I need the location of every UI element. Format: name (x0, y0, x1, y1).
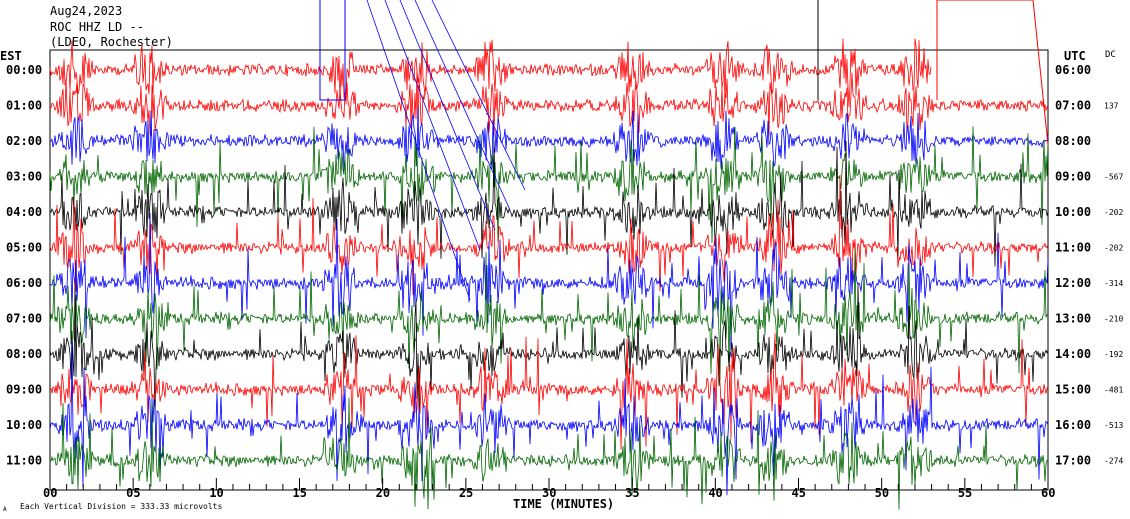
trace-line-0500 (49, 174, 1049, 296)
est-tick-label: 02:00 (6, 134, 42, 148)
dc-offset-label: 137 (1104, 102, 1119, 111)
trace-line-1100 (50, 397, 1049, 510)
est-tick-label: 05:00 (6, 241, 42, 255)
overlay-blue-line (399, 0, 496, 231)
trace-line-0100 (49, 70, 1049, 138)
dc-offset-label: -202 (1104, 244, 1123, 253)
utc-timezone-label: UTC (1064, 49, 1086, 63)
overlay-blue-line (366, 0, 471, 301)
overlay-blue-box (319, 0, 346, 101)
est-tick-label: 07:00 (6, 312, 42, 326)
dc-offset-label: -192 (1104, 350, 1123, 359)
date-label: Aug24,2023 (50, 4, 122, 18)
overlay-layer (319, 0, 1049, 301)
utc-tick-label: 06:00 (1055, 63, 1091, 77)
est-tick-label: 09:00 (6, 383, 42, 397)
est-tick-label: 10:00 (6, 418, 42, 432)
dc-offset-label: -210 (1104, 315, 1123, 324)
dc-header-label: DC (1105, 50, 1116, 60)
dc-offset-label: -274 (1104, 457, 1123, 466)
x-tick-label: 40 (708, 486, 722, 500)
utc-tick-label: 15:00 (1055, 383, 1091, 397)
est-tick-label: 03:00 (6, 170, 42, 184)
overlay-blue-line (414, 0, 511, 211)
est-tick-label: 04:00 (6, 205, 42, 219)
network-label: (LDEO, Rochester) (50, 35, 173, 49)
x-tick-label: 45 (792, 486, 806, 500)
utc-tick-label: 13:00 (1055, 312, 1091, 326)
utc-tick-label: 12:00 (1055, 276, 1091, 290)
label-layer: 00:00 06:00 01:00 07:00 137 02:00 08:00 03:00 09… (6, 63, 1123, 500)
dc-offset-label: -513 (1104, 421, 1123, 430)
x-tick-label: 50 (875, 486, 889, 500)
corner-mark: A (3, 506, 7, 513)
x-tick-label: 05 (126, 486, 140, 500)
trace-line-0200 (49, 107, 1049, 174)
est-tick-label: 08:00 (6, 347, 42, 361)
overlay-blue-line (431, 0, 526, 191)
x-tick-label: 30 (542, 486, 556, 500)
est-timezone-label: EST (0, 49, 22, 63)
dc-offset-label: -202 (1104, 208, 1123, 217)
scale-note: Each Vertical Division = 333.33 microvol… (20, 502, 222, 511)
x-tick-label: 00 (43, 486, 57, 500)
dc-offset-label: -314 (1104, 279, 1123, 288)
x-tick-label: 25 (459, 486, 473, 500)
x-tick-label: 55 (958, 486, 972, 500)
trace-line-0900 (49, 333, 1049, 450)
trace-line-0000 (49, 38, 932, 108)
est-tick-label: 06:00 (6, 276, 42, 290)
trace-line-1000 (49, 339, 1049, 496)
utc-tick-label: 07:00 (1055, 99, 1091, 113)
dc-offset-label: -567 (1104, 173, 1123, 182)
utc-tick-label: 17:00 (1055, 454, 1091, 468)
utc-tick-label: 08:00 (1055, 134, 1091, 148)
est-tick-label: 11:00 (6, 454, 42, 468)
overlay-red-line (936, 0, 1049, 146)
utc-tick-label: 09:00 (1055, 170, 1091, 184)
utc-tick-label: 11:00 (1055, 241, 1091, 255)
utc-tick-label: 10:00 (1055, 205, 1091, 219)
utc-tick-label: 16:00 (1055, 418, 1091, 432)
dc-offset-label: -481 (1104, 386, 1123, 395)
x-tick-label: 20 (376, 486, 390, 500)
est-tick-label: 00:00 (6, 63, 42, 77)
overlay-blue-line (384, 0, 481, 251)
trace-line-0600 (49, 212, 1049, 358)
trace-line-0800 (49, 282, 1049, 415)
trace-line-0400 (49, 140, 1049, 267)
trace-line-0700 (49, 247, 1049, 381)
x-axis-title: TIME (MINUTES) (513, 497, 614, 511)
trace-layer (49, 38, 1049, 510)
x-tick-label: 35 (625, 486, 639, 500)
x-tick-label: 15 (293, 486, 307, 500)
station-label: ROC HHZ LD -- (50, 20, 144, 34)
x-tick-label: 10 (209, 486, 223, 500)
utc-tick-label: 14:00 (1055, 347, 1091, 361)
x-tick-label: 60 (1041, 486, 1055, 500)
est-tick-label: 01:00 (6, 99, 42, 113)
trace-line-0300 (49, 126, 1049, 243)
